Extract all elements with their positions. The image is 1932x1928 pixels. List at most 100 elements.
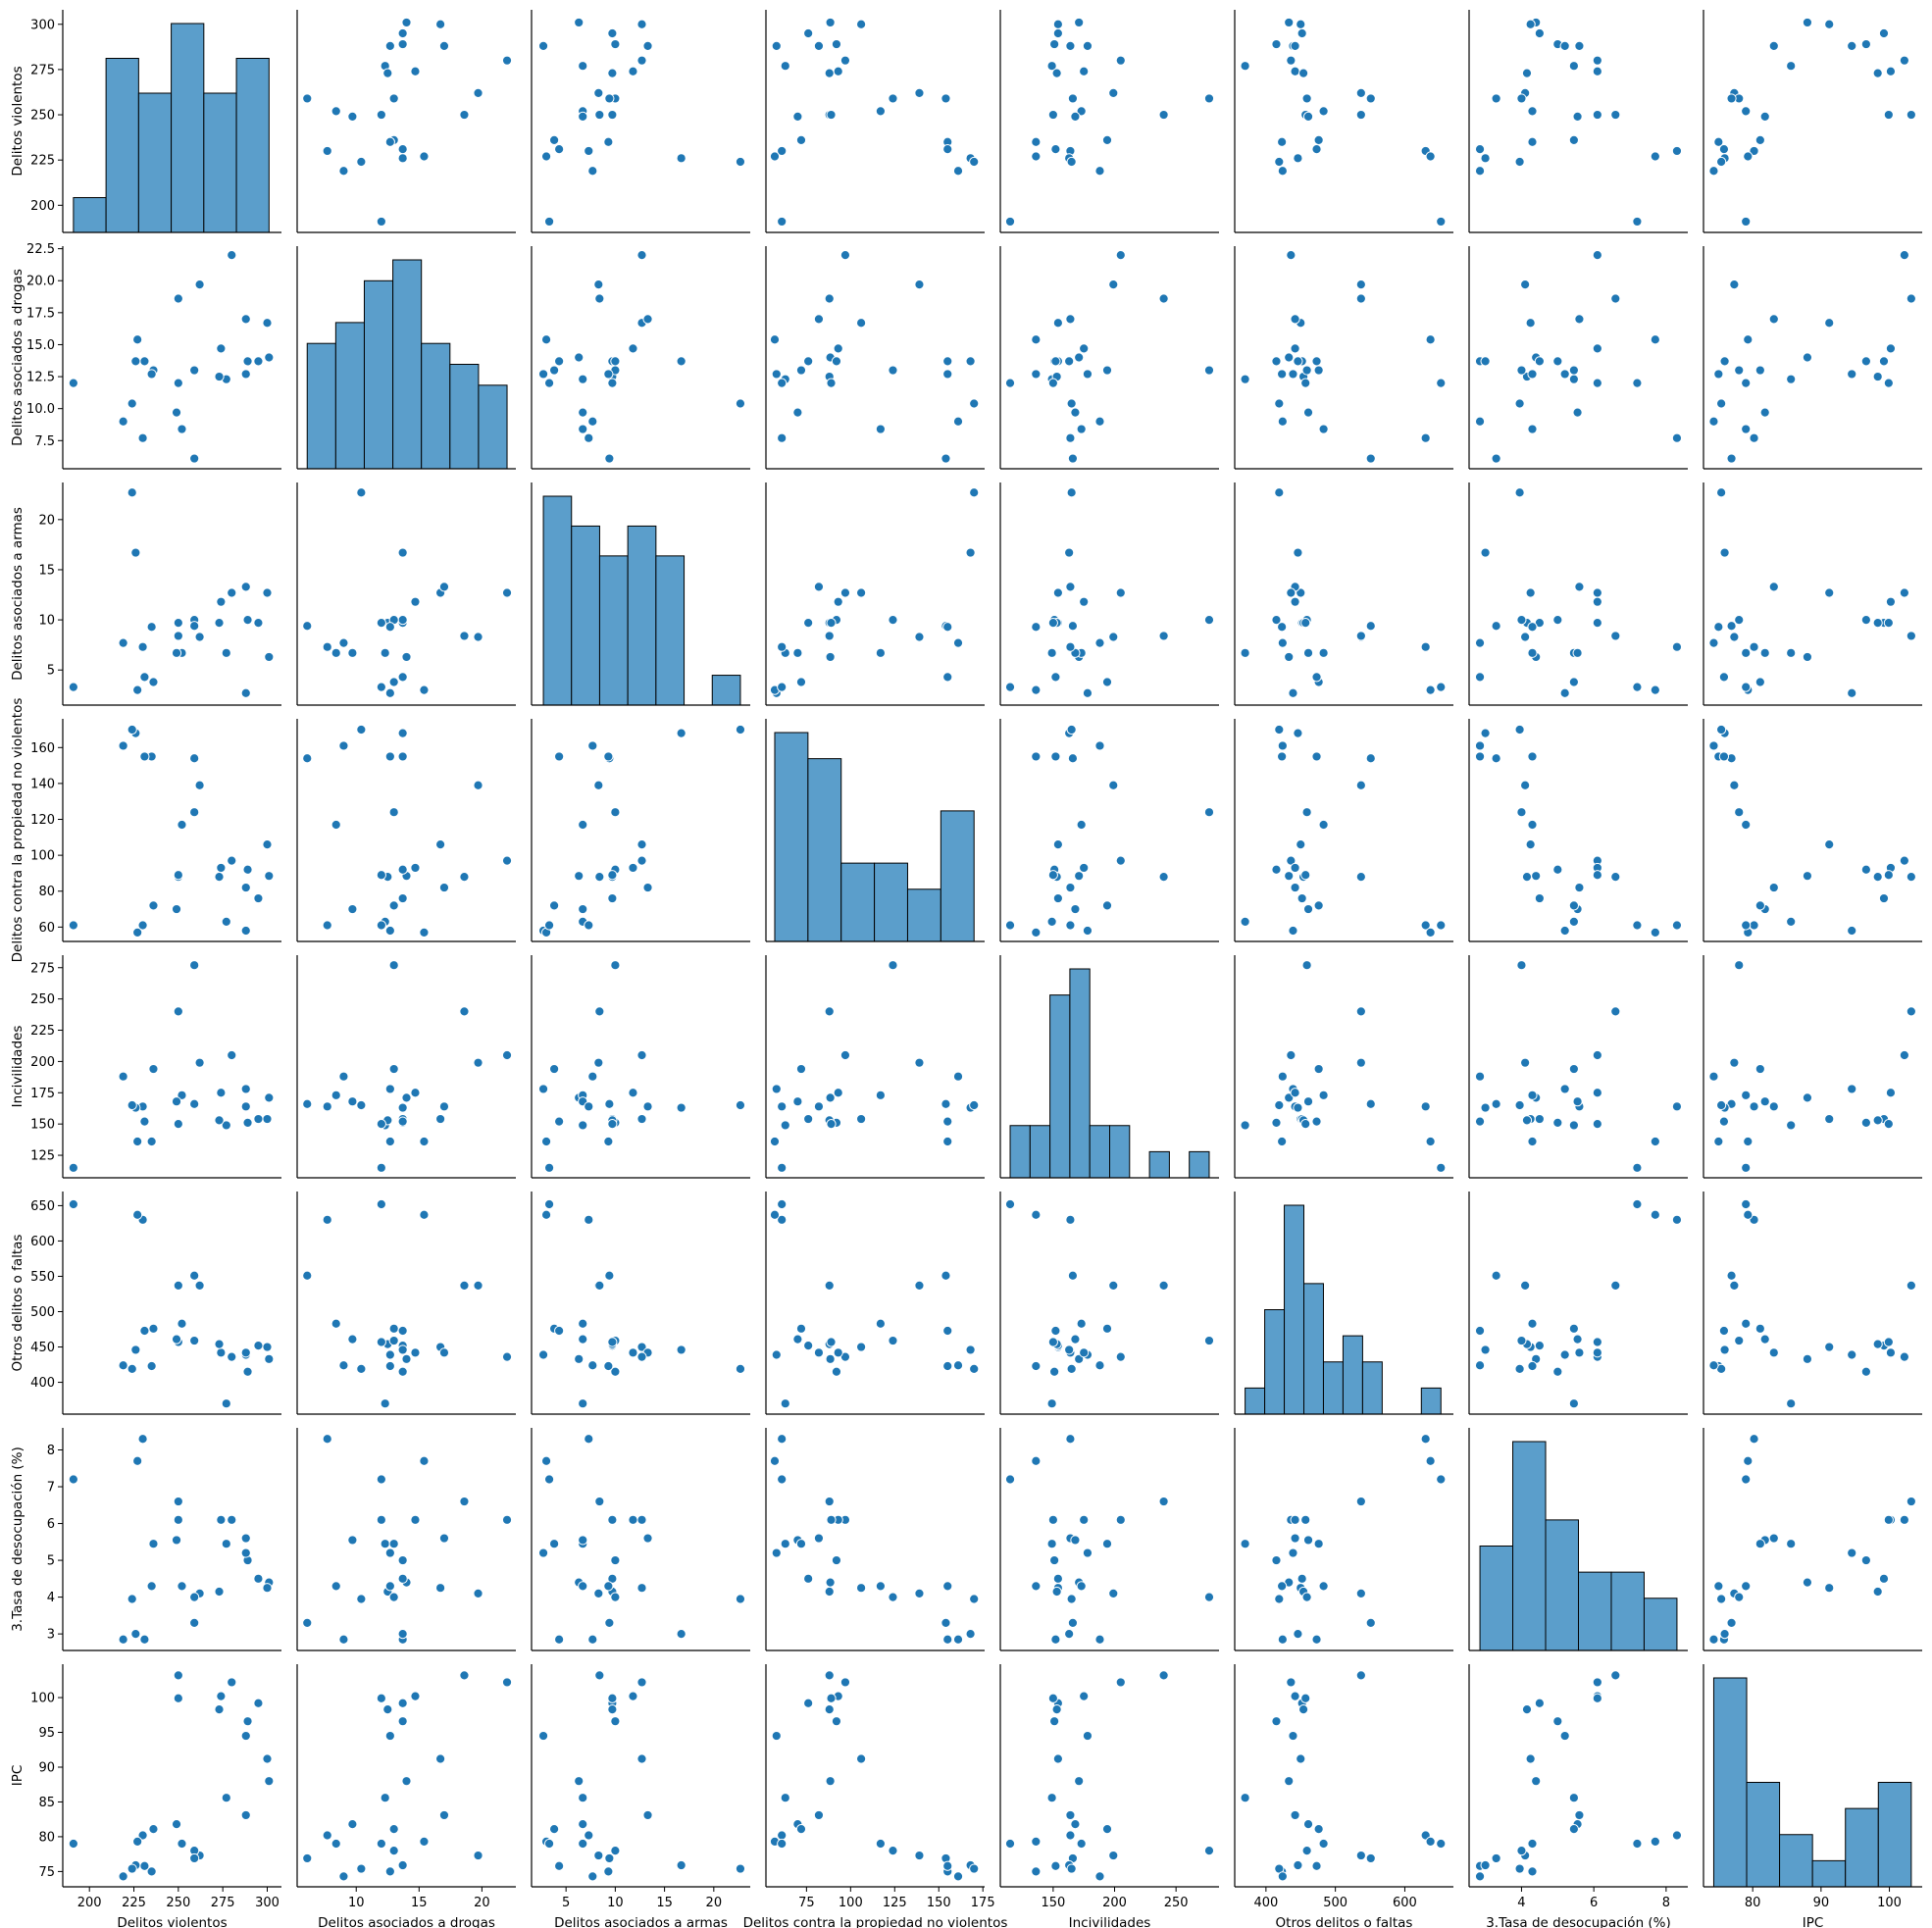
scatter-point — [594, 1006, 605, 1017]
scatter-point — [438, 40, 450, 52]
y-tick-label: 6 — [47, 1517, 55, 1532]
scatter-point — [338, 1071, 349, 1082]
scatter-point — [803, 27, 814, 39]
hist-bar — [1811, 1859, 1847, 1888]
scatter-point — [1355, 780, 1366, 790]
scatter-point — [1070, 1819, 1081, 1830]
scatter-point — [1313, 1539, 1324, 1549]
scatter-point — [1203, 1846, 1215, 1856]
scatter-point — [584, 1101, 594, 1112]
scatter-point — [777, 641, 788, 652]
scatter-point — [1047, 378, 1058, 388]
scatter-point — [636, 1351, 647, 1362]
scatter-point — [1749, 432, 1759, 443]
scatter-point — [1847, 40, 1857, 52]
scatter-point — [1650, 927, 1660, 938]
scatter-point — [1277, 136, 1288, 147]
scatter-point — [1768, 882, 1779, 893]
scatter-point — [607, 1514, 618, 1525]
scatter-point — [1491, 1270, 1501, 1281]
scatter-point — [1729, 780, 1740, 790]
scatter-point — [242, 1366, 253, 1377]
scatter-point — [1860, 356, 1871, 367]
hist-bar — [627, 525, 657, 706]
scatter-point — [554, 1860, 565, 1871]
scatter-point — [1786, 916, 1797, 927]
y-tick-label: 100 — [30, 1692, 55, 1706]
hist-bar — [1009, 1125, 1031, 1179]
scatter-point — [1271, 38, 1282, 50]
scatter-point — [1718, 1325, 1730, 1337]
scatter-point — [1365, 1098, 1376, 1109]
scatter-point — [540, 1209, 552, 1220]
scatter-point — [1574, 582, 1585, 592]
scatter-point — [1552, 356, 1563, 367]
scatter-point — [1525, 587, 1536, 598]
scatter-point — [1741, 1162, 1752, 1173]
scatter-point — [1749, 641, 1759, 652]
scatter-point — [543, 1474, 555, 1485]
scatter-point — [1878, 892, 1890, 904]
scatter-point — [549, 1539, 560, 1549]
scatter-point — [1355, 293, 1366, 304]
x-axis-label: Delitos asociados a drogas — [318, 1915, 495, 1928]
scatter-point — [1074, 871, 1085, 882]
scatter-point — [537, 369, 549, 380]
scatter-point — [118, 1071, 128, 1082]
scatter-point — [148, 1824, 159, 1835]
scatter-point — [1064, 356, 1075, 367]
scatter-point — [1436, 920, 1447, 931]
scatter-point — [302, 1098, 313, 1109]
scatter-point — [1031, 334, 1042, 345]
scatter-point — [397, 1102, 408, 1113]
scatter-point — [459, 109, 470, 121]
scatter-point — [1899, 587, 1909, 598]
hist-bar — [1109, 1125, 1131, 1179]
scatter-point — [68, 1198, 78, 1210]
y-tick-label: 140 — [30, 777, 55, 791]
scatter-point — [132, 1455, 143, 1466]
scatter-point — [216, 1691, 227, 1701]
hist-bar — [1245, 1387, 1266, 1415]
scatter-point — [397, 38, 408, 50]
scatter-point — [1050, 144, 1061, 155]
scatter-point — [1425, 151, 1436, 162]
scatter-point — [1436, 1474, 1447, 1485]
scatter-point — [410, 1691, 421, 1701]
scatter-point — [578, 1838, 588, 1850]
hist-bar — [774, 732, 809, 942]
scatter-point — [438, 882, 450, 893]
scatter-point — [543, 1162, 555, 1173]
scatter-point — [803, 1698, 814, 1708]
scatter-point — [1786, 61, 1797, 72]
scatter-point — [1491, 1852, 1501, 1864]
scatter-point — [177, 424, 187, 434]
scatter-point — [1004, 378, 1016, 388]
scatter-point — [1293, 1102, 1303, 1113]
scatter-point — [1290, 66, 1300, 76]
scatter-point — [397, 892, 408, 904]
scatter-point — [1592, 870, 1602, 881]
y-tick-label: 450 — [30, 1341, 55, 1355]
scatter-point — [735, 724, 746, 736]
scatter-point — [221, 1539, 231, 1549]
scatter-point — [173, 293, 183, 304]
y-axis-label: Delitos asociados a armas — [10, 507, 25, 681]
scatter-point — [1318, 1838, 1329, 1850]
scatter-point — [1491, 453, 1501, 464]
scatter-point — [1671, 920, 1683, 931]
scatter-point — [132, 927, 143, 938]
scatter-point — [264, 651, 275, 663]
y-tick-label: 250 — [30, 109, 55, 124]
scatter-point — [1906, 1280, 1916, 1291]
scatter-point — [777, 216, 788, 228]
scatter-point — [839, 55, 851, 66]
scatter-point — [173, 1693, 183, 1703]
y-tick-label: 10 — [38, 614, 55, 629]
hist-bar — [478, 384, 508, 470]
scatter-point — [1271, 1716, 1282, 1727]
scatter-point — [676, 1629, 686, 1640]
scatter-point — [501, 855, 513, 866]
scatter-point — [1729, 1280, 1740, 1291]
